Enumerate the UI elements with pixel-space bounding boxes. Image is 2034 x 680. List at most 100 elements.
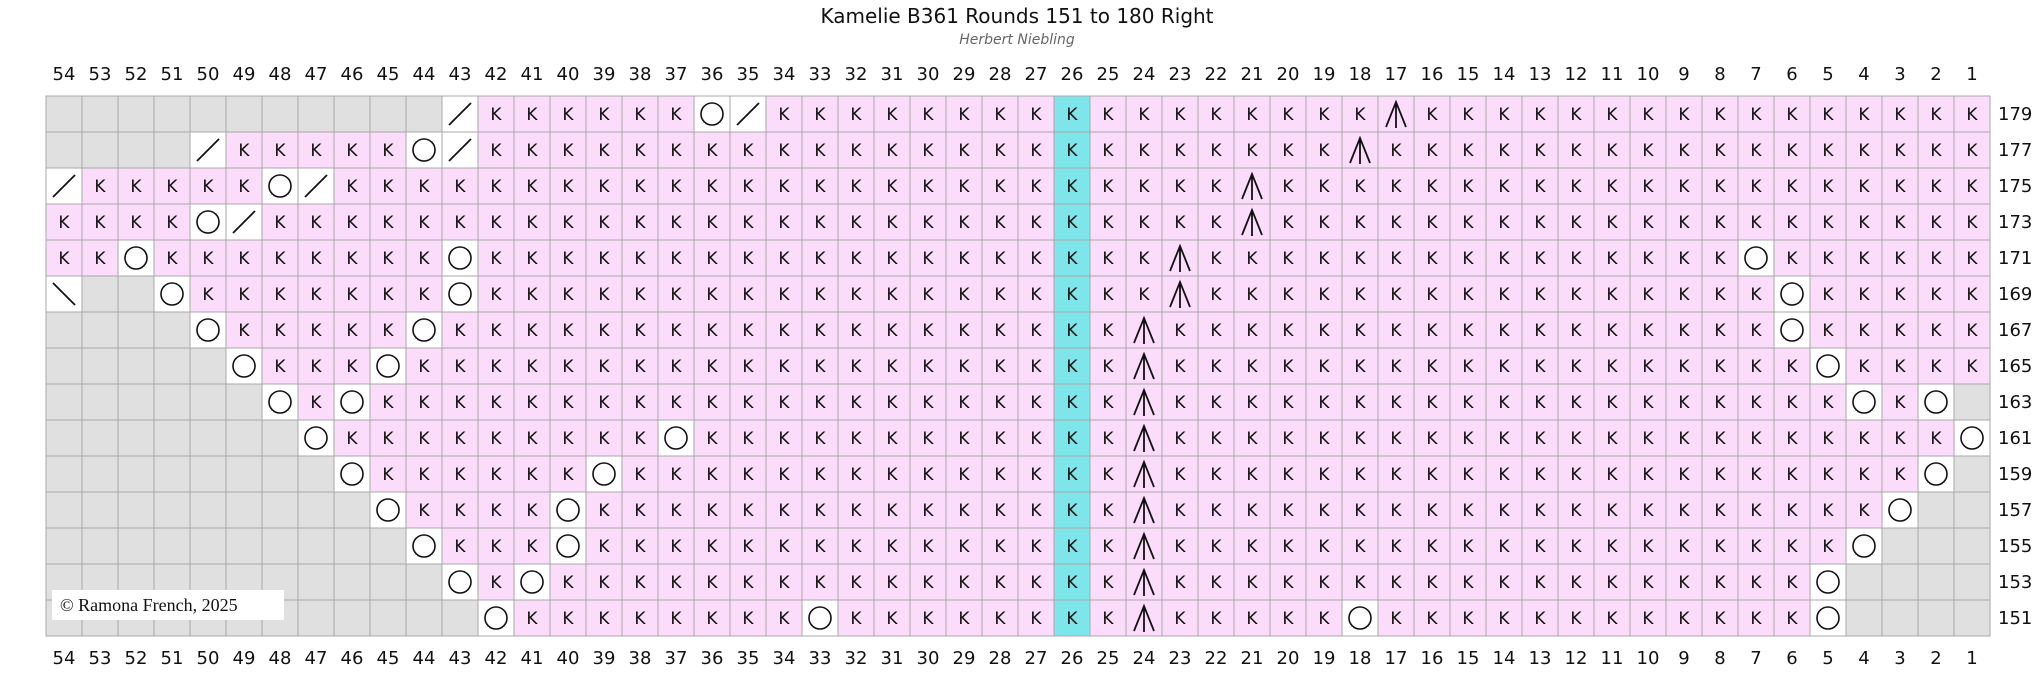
round-number: 175 bbox=[1998, 176, 2032, 197]
stitch-cell: K bbox=[765, 203, 803, 241]
stitch-cell: K bbox=[117, 167, 155, 205]
stitch-cell bbox=[189, 383, 227, 421]
knit-symbol: K bbox=[94, 177, 106, 197]
stitch-cell: K bbox=[657, 239, 695, 277]
stitch-cell: K bbox=[1341, 419, 1379, 457]
stitch-cell: K bbox=[729, 275, 767, 313]
stitch-cell: K bbox=[729, 383, 767, 421]
knit-symbol: K bbox=[58, 213, 70, 233]
round-number: 167 bbox=[1998, 320, 2032, 341]
stitch-cell bbox=[1953, 491, 1991, 529]
stitch-cell: K bbox=[1413, 599, 1451, 637]
stitch-cell: K bbox=[1197, 311, 1235, 349]
ssk-symbol bbox=[52, 282, 76, 306]
knit-symbol: K bbox=[1822, 393, 1834, 413]
yarn-over-symbol bbox=[340, 462, 364, 486]
stitch-cell bbox=[297, 95, 335, 133]
stitch-cell: K bbox=[1953, 203, 1991, 241]
knit-symbol: K bbox=[634, 609, 646, 629]
stitch-cell: K bbox=[1305, 131, 1343, 169]
stitch-cell: K bbox=[369, 239, 407, 277]
knit-symbol: K bbox=[994, 177, 1006, 197]
knit-symbol: K bbox=[1030, 141, 1042, 161]
stitch-cell: K bbox=[1449, 599, 1487, 637]
stitch-cell: K bbox=[477, 239, 515, 277]
stitch-cell: K bbox=[1197, 275, 1235, 313]
stitch-cell bbox=[1377, 95, 1415, 133]
knit-symbol: K bbox=[958, 213, 970, 233]
knit-symbol: K bbox=[1462, 177, 1474, 197]
double-decrease-symbol bbox=[1133, 459, 1155, 488]
knit-symbol: K bbox=[634, 177, 646, 197]
knit-symbol: K bbox=[1930, 105, 1942, 125]
knit-symbol: K bbox=[1822, 537, 1834, 557]
stitch-cell: K bbox=[945, 419, 983, 457]
stitch-cell: K bbox=[1377, 203, 1415, 241]
stitch-cell bbox=[45, 527, 83, 565]
knit-symbol: K bbox=[1390, 249, 1402, 269]
stitch-cell: K bbox=[1449, 275, 1487, 313]
stitch-cell: K bbox=[297, 311, 335, 349]
knit-symbol: K bbox=[886, 105, 898, 125]
stitch-cell: K bbox=[477, 131, 515, 169]
stitch-cell: K bbox=[729, 419, 767, 457]
column-number: 5 bbox=[1822, 64, 1833, 85]
knit-symbol: K bbox=[1642, 321, 1654, 341]
knit-symbol: K bbox=[1030, 609, 1042, 629]
knit-symbol: K bbox=[994, 249, 1006, 269]
stitch-cell: K bbox=[1413, 203, 1451, 241]
stitch-cell: K bbox=[1161, 131, 1199, 169]
stitch-cell: K bbox=[1413, 419, 1451, 457]
stitch-cell: K bbox=[1197, 239, 1235, 277]
knit-symbol: K bbox=[1318, 537, 1330, 557]
knit-symbol: K bbox=[634, 285, 646, 305]
stitch-cell: K bbox=[1161, 383, 1199, 421]
stitch-cell: K bbox=[909, 491, 947, 529]
stitch-cell: K bbox=[1845, 311, 1883, 349]
knit-symbol: K bbox=[994, 609, 1006, 629]
stitch-cell: K bbox=[1701, 383, 1739, 421]
stitch-cell: K bbox=[1701, 599, 1739, 637]
knit-symbol: K bbox=[850, 537, 862, 557]
knit-symbol: K bbox=[1822, 141, 1834, 161]
knit-symbol: K bbox=[922, 465, 934, 485]
knit-symbol: K bbox=[1570, 537, 1582, 557]
knit-symbol: K bbox=[814, 249, 826, 269]
knit-symbol: K bbox=[1354, 105, 1366, 125]
stitch-cell: K bbox=[477, 383, 515, 421]
stitch-cell: K bbox=[1017, 383, 1055, 421]
yarn-over-symbol bbox=[520, 570, 544, 594]
knit-symbol: K bbox=[1426, 465, 1438, 485]
stitch-cell bbox=[261, 419, 299, 457]
stitch-cell: K bbox=[1269, 563, 1307, 601]
yarn-over-symbol bbox=[448, 282, 472, 306]
stitch-cell: K bbox=[1773, 563, 1811, 601]
stitch-cell: K bbox=[261, 203, 299, 241]
stitch-cell bbox=[1161, 239, 1199, 277]
stitch-cell: K bbox=[981, 383, 1019, 421]
knit-symbol: K bbox=[346, 357, 358, 377]
stitch-cell: K bbox=[333, 347, 371, 385]
stitch-cell: K bbox=[693, 419, 731, 457]
stitch-cell bbox=[81, 455, 119, 493]
knit-symbol: K bbox=[1462, 249, 1474, 269]
stitch-cell: K bbox=[1773, 383, 1811, 421]
stitch-cell: K bbox=[1701, 167, 1739, 205]
stitch-cell: K bbox=[1413, 563, 1451, 601]
knit-symbol: K bbox=[526, 141, 538, 161]
stitch-cell: K bbox=[1845, 167, 1883, 205]
stitch-cell: K bbox=[981, 527, 1019, 565]
column-number: 23 bbox=[1169, 64, 1192, 85]
stitch-cell bbox=[1125, 383, 1163, 421]
knit-symbol: K bbox=[1390, 393, 1402, 413]
knit-symbol: K bbox=[1390, 537, 1402, 557]
stitch-cell: K bbox=[1737, 563, 1775, 601]
knit-symbol: K bbox=[1894, 213, 1906, 233]
stitch-cell: K bbox=[1809, 239, 1847, 277]
knit-symbol: K bbox=[742, 321, 754, 341]
stitch-cell: K bbox=[909, 599, 947, 637]
knit-symbol: K bbox=[1930, 249, 1942, 269]
knit-symbol: K bbox=[850, 213, 862, 233]
stitch-cell: K bbox=[1773, 455, 1811, 493]
knit-symbol: K bbox=[1210, 213, 1222, 233]
